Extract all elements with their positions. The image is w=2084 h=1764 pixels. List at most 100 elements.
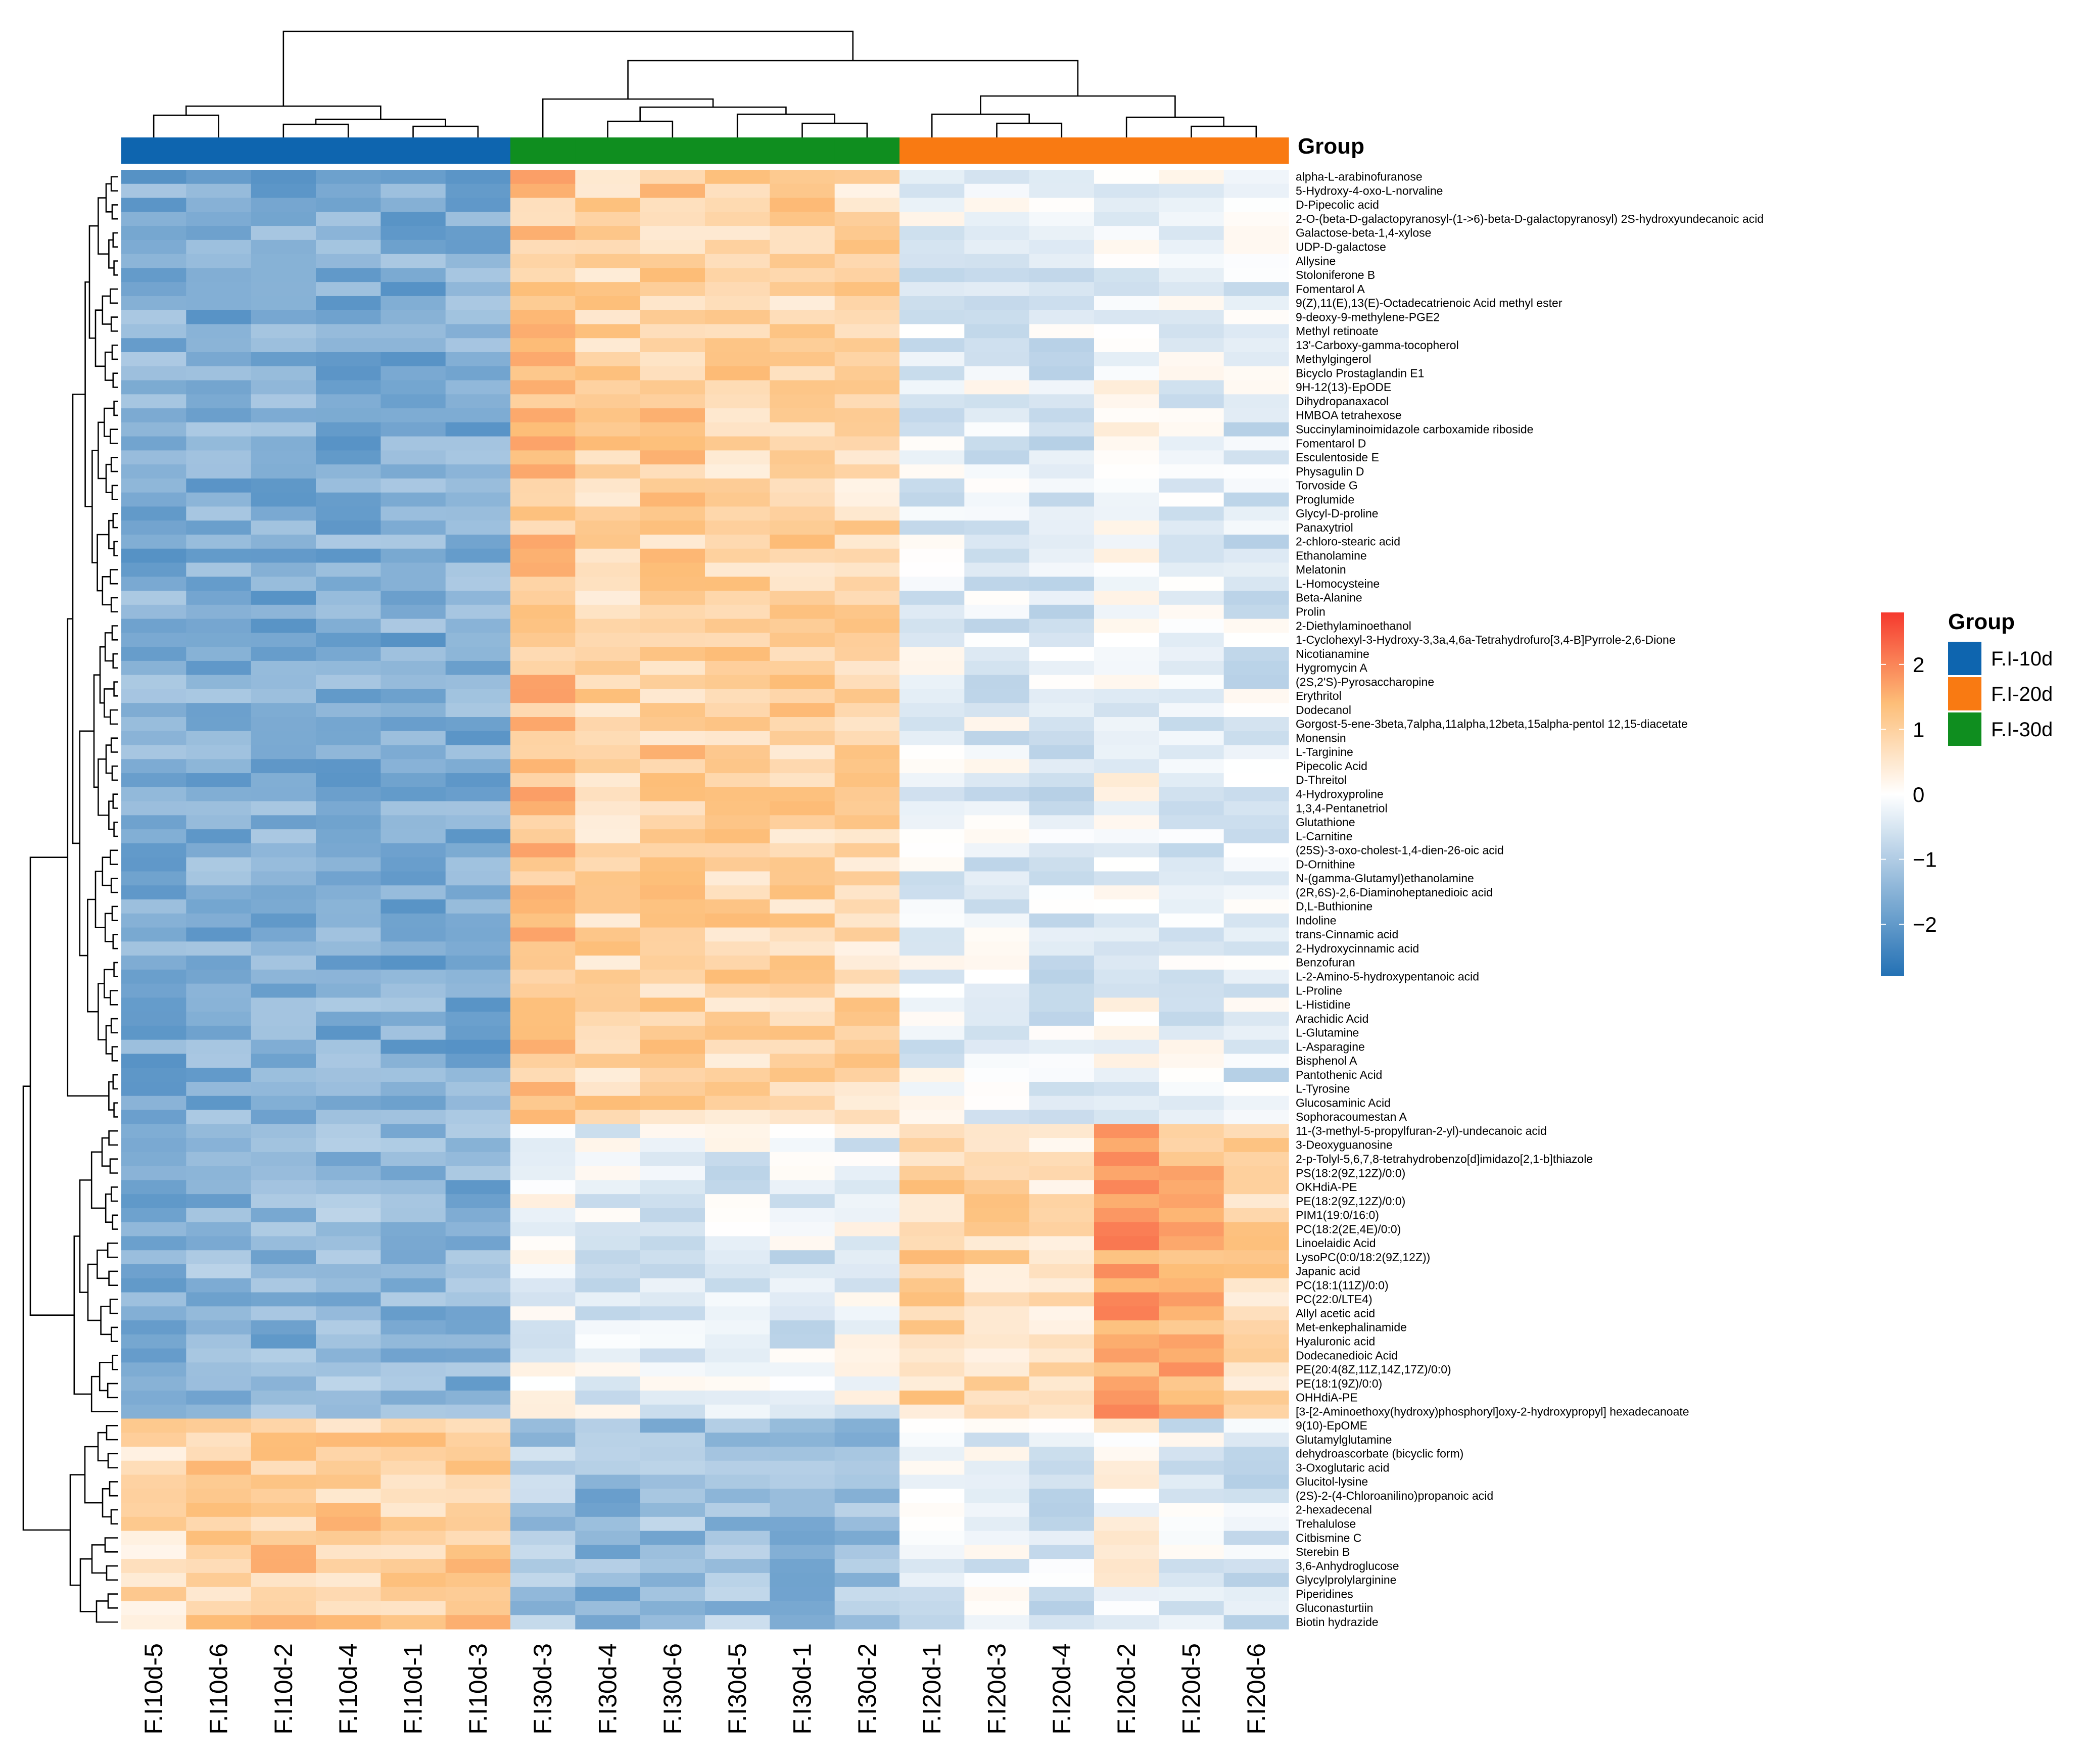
heatmap-cell xyxy=(445,296,511,311)
heatmap-cell xyxy=(1029,1447,1095,1461)
heatmap-cell xyxy=(445,450,511,465)
row-label: PS(18:2(9Z,12Z)/0:0) xyxy=(1296,1166,1405,1179)
heatmap-cell xyxy=(575,1559,641,1574)
heatmap-cell xyxy=(381,660,446,676)
heatmap-cell xyxy=(251,1012,316,1026)
heatmap-cell xyxy=(1159,1039,1224,1055)
heatmap-cell xyxy=(1159,1110,1224,1124)
heatmap-cell xyxy=(834,338,900,353)
heatmap-cell xyxy=(316,1601,381,1615)
heatmap-cell xyxy=(316,198,381,212)
heatmap-cell xyxy=(770,198,835,212)
heatmap-cell xyxy=(834,366,900,381)
heatmap-cell xyxy=(1223,591,1289,605)
heatmap-cell xyxy=(251,969,316,984)
heatmap-cell xyxy=(381,548,446,563)
heatmap-cell xyxy=(575,983,641,998)
heatmap-cell xyxy=(1159,506,1224,521)
heatmap-cell xyxy=(186,408,252,423)
heatmap-cell xyxy=(316,1559,381,1574)
heatmap-cell xyxy=(899,492,965,507)
row-dendro-link xyxy=(87,1263,101,1321)
heatmap-cell xyxy=(899,1404,965,1419)
heatmap-cell xyxy=(121,1390,186,1405)
heatmap-cell xyxy=(316,1545,381,1559)
heatmap-cell xyxy=(510,997,576,1012)
heatmap-cell xyxy=(575,1306,641,1321)
heatmap-cell xyxy=(316,548,381,563)
heatmap-cell xyxy=(1159,591,1224,605)
heatmap-cell xyxy=(964,1447,1030,1461)
heatmap-cell xyxy=(899,1292,965,1307)
heatmap-cell xyxy=(1094,380,1159,395)
heatmap-cell xyxy=(1223,1601,1289,1615)
heatmap-cell xyxy=(1094,1124,1159,1138)
heatmap-cell xyxy=(186,913,252,928)
heatmap-cell xyxy=(1159,1545,1224,1559)
heatmap-cell xyxy=(251,997,316,1012)
heatmap-cell xyxy=(770,1587,835,1602)
heatmap-cell xyxy=(575,408,641,423)
heatmap-cell xyxy=(770,1572,835,1588)
heatmap-cell xyxy=(445,338,511,353)
row-label: Fomentarol A xyxy=(1296,282,1365,296)
group-legend-label: F.I-30d xyxy=(1991,719,2053,741)
heatmap-cell xyxy=(899,857,965,872)
heatmap-cell xyxy=(575,198,641,212)
heatmap-cell xyxy=(964,1236,1030,1251)
heatmap-cell xyxy=(251,1418,316,1433)
heatmap-cell xyxy=(381,1012,446,1026)
heatmap-cell xyxy=(640,1334,705,1349)
heatmap-cell xyxy=(316,647,381,661)
heatmap-cell xyxy=(510,1615,576,1630)
heatmap-cell xyxy=(186,1447,252,1461)
heatmap-cell xyxy=(186,562,252,577)
heatmap-cell xyxy=(1094,1180,1159,1195)
heatmap-cell xyxy=(834,787,900,802)
heatmap-cell xyxy=(445,1334,511,1349)
heatmap-cell xyxy=(1029,1587,1095,1602)
heatmap-cell xyxy=(1159,997,1224,1012)
heatmap-cell xyxy=(316,913,381,928)
heatmap-cell xyxy=(510,464,576,479)
heatmap-cell xyxy=(964,1138,1030,1153)
heatmap-cell xyxy=(834,1194,900,1209)
row-dendro-link xyxy=(104,1537,118,1553)
heatmap-cell xyxy=(640,1012,705,1026)
heatmap-cell xyxy=(705,394,770,409)
heatmap-cell xyxy=(640,1236,705,1251)
heatmap-cell xyxy=(1159,548,1224,563)
heatmap-cell xyxy=(445,941,511,956)
column-label: F.I20d-1 xyxy=(918,1643,946,1735)
heatmap-cell xyxy=(381,464,446,479)
heatmap-cell xyxy=(510,1166,576,1180)
heatmap-cell xyxy=(705,983,770,998)
heatmap-cell xyxy=(381,408,446,423)
heatmap-cell xyxy=(640,703,705,718)
heatmap-cell xyxy=(770,1447,835,1461)
heatmap-cell xyxy=(770,380,835,395)
row-label: Bisphenol A xyxy=(1296,1054,1357,1067)
heatmap-cell xyxy=(705,660,770,676)
heatmap-cell xyxy=(121,535,186,549)
row-dendro-link xyxy=(110,737,118,753)
heatmap-cell xyxy=(834,1278,900,1293)
heatmap-cell xyxy=(1094,1320,1159,1335)
heatmap-cell xyxy=(251,871,316,886)
heatmap-cell xyxy=(251,759,316,774)
heatmap-cell xyxy=(510,1362,576,1377)
heatmap-cell xyxy=(186,1503,252,1517)
heatmap-cell xyxy=(770,1180,835,1195)
heatmap-cell xyxy=(575,1503,641,1517)
heatmap-cell xyxy=(705,787,770,802)
heatmap-cell xyxy=(770,660,835,676)
row-label: Torvoside G xyxy=(1296,479,1358,492)
column-label: F.I20d-4 xyxy=(1048,1643,1076,1735)
heatmap-cell xyxy=(1159,1025,1224,1040)
heatmap-cell xyxy=(121,941,186,956)
heatmap-cell xyxy=(186,478,252,493)
heatmap-cell xyxy=(575,170,641,184)
heatmap-cell xyxy=(121,408,186,423)
heatmap-cell xyxy=(445,717,511,732)
heatmap-cell xyxy=(381,1404,446,1419)
